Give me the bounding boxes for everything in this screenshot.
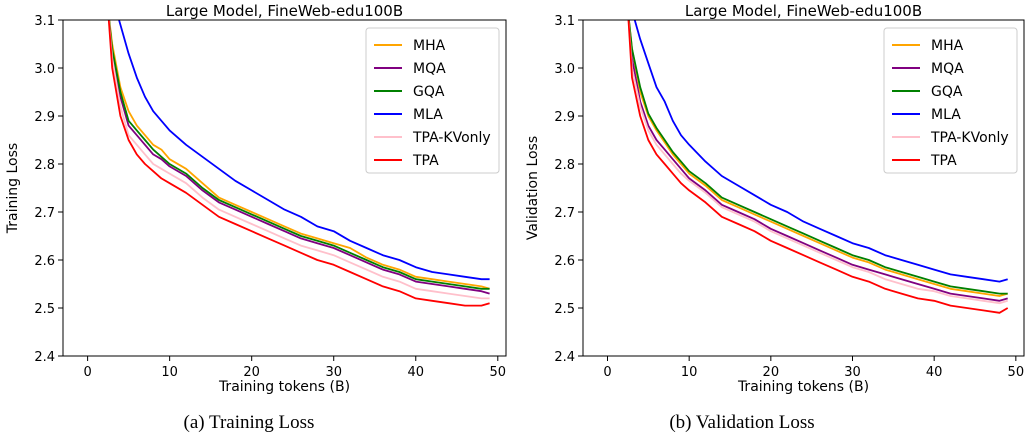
series-line-mqa [627, 20, 1008, 302]
x-tick-label: 0 [603, 365, 611, 380]
y-tick-label: 2.4 [34, 350, 55, 365]
legend-label: MQA [413, 61, 446, 77]
legend: MHA MQA GQA MLA TPA-KVonly TPA [883, 27, 1018, 174]
y-tick-label: 2.7 [554, 206, 575, 221]
series-line-mqa [108, 20, 490, 295]
x-tick-label: 40 [926, 365, 943, 380]
legend-label: TPA-KVonly [930, 130, 1009, 146]
x-axis-label: Training tokens (B) [737, 379, 869, 395]
y-tick-label: 2.9 [34, 110, 55, 125]
plot-frame [582, 19, 1025, 357]
series-group [107, 20, 490, 307]
panel-caption: (a) Training Loss [184, 412, 315, 433]
y-axis-label: Validation Loss [525, 136, 541, 240]
x-tick-label: 20 [763, 365, 780, 380]
legend-label: MLA [931, 107, 961, 123]
chart-title: Large Model, FineWeb-edu100B [685, 2, 922, 20]
y-tick-label: 2.9 [554, 110, 575, 125]
y-tick-label: 2.4 [554, 350, 575, 365]
chart-panel-1: Large Model, FineWeb-edu100B 0 10 20 30 40 50 2… [5, 2, 507, 433]
y-tick-label: 2.7 [34, 206, 55, 221]
x-tick-label: 30 [325, 365, 342, 380]
y-tick-label: 2.8 [34, 158, 55, 173]
x-tick-label: 50 [490, 365, 507, 380]
y-axis-label: Training Loss [5, 143, 21, 234]
y-tick-label: 3.0 [554, 62, 575, 77]
y-tick-label: 2.6 [554, 254, 575, 269]
x-tick-label: 0 [83, 365, 91, 380]
legend-label: MHA [931, 38, 964, 54]
legend-label: GQA [931, 84, 963, 100]
legend-label: MHA [413, 38, 446, 54]
plot-frame [62, 19, 507, 357]
y-tick-label: 2.5 [34, 302, 55, 317]
series-line-mla [633, 20, 1008, 283]
x-tick-label: 10 [681, 365, 698, 380]
y-tick-label: 2.8 [554, 158, 575, 173]
x-tick-label: 50 [1008, 365, 1025, 380]
x-tick-label: 10 [161, 365, 178, 380]
y-tick-label: 2.6 [34, 254, 55, 269]
legend-label: TPA-KVonly [412, 130, 491, 146]
series-line-tpa [107, 20, 490, 307]
series-line-mla [118, 20, 490, 281]
legend-label: MQA [931, 61, 964, 77]
series-line-tpa-kvonly [108, 20, 490, 300]
y-tick-label: 2.5 [554, 302, 575, 317]
series-line-mha [628, 20, 1008, 297]
legend: MHA MQA GQA MLA TPA-KVonly TPA [365, 27, 500, 174]
series-line-tpa-kvonly [627, 20, 1008, 305]
series-line-gqa [628, 20, 1008, 295]
legend-label: GQA [413, 84, 445, 100]
legend-label: MLA [413, 107, 443, 123]
y-tick-label: 3.1 [554, 14, 575, 29]
panel-caption: (b) Validation Loss [669, 412, 814, 433]
series-group [627, 20, 1009, 314]
series-line-mha [108, 20, 490, 290]
chart-title: Large Model, FineWeb-edu100B [166, 2, 403, 20]
legend-label: TPA [412, 153, 439, 169]
series-line-tpa [627, 20, 1009, 314]
legend-label: TPA [930, 153, 957, 169]
x-axis-label: Training tokens (B) [218, 379, 350, 395]
x-tick-label: 40 [407, 365, 424, 380]
series-line-gqa [108, 20, 490, 290]
chart-panel-2: Large Model, FineWeb-edu100B 0 10 20 30 40 50 2… [525, 2, 1025, 433]
y-tick-label: 3.1 [34, 14, 55, 29]
y-tick-label: 3.0 [34, 62, 55, 77]
x-tick-label: 30 [844, 365, 861, 380]
x-tick-label: 20 [243, 365, 260, 380]
